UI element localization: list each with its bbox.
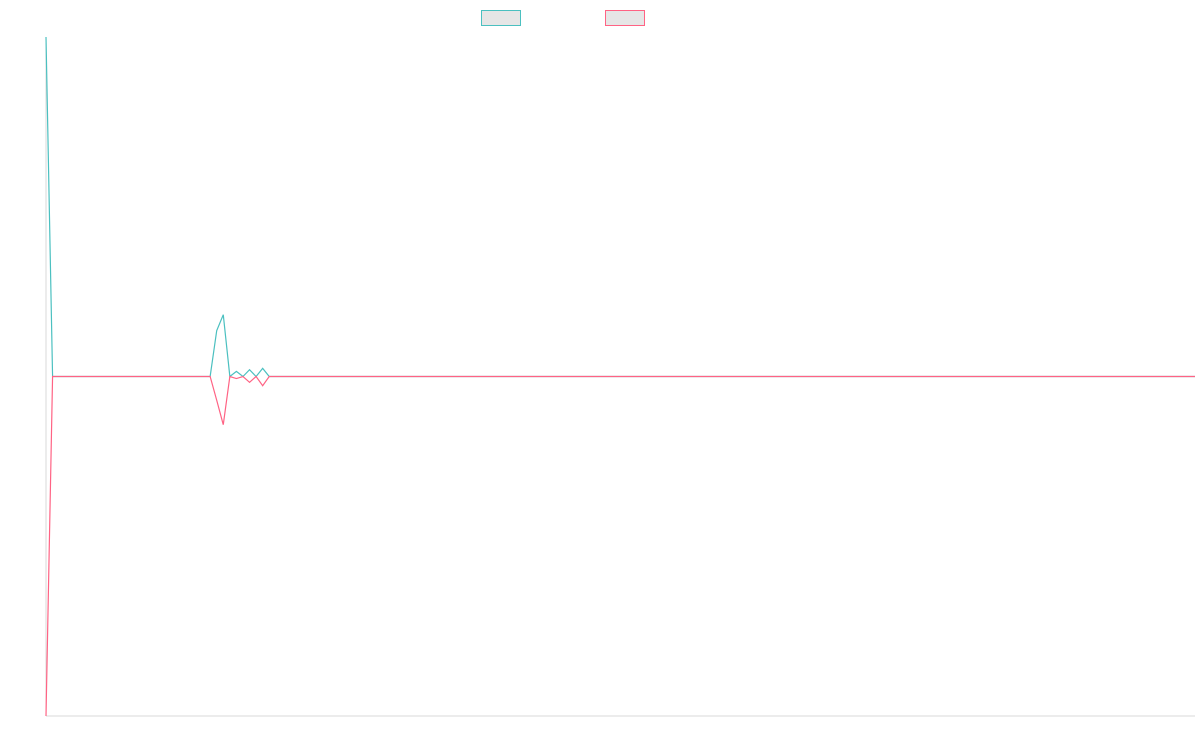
series-line-1 bbox=[45, 36, 1195, 378]
legend-swatch-1[interactable] bbox=[481, 10, 521, 26]
series-line-2 bbox=[45, 375, 1195, 717]
legend-swatch-2[interactable] bbox=[605, 10, 645, 26]
